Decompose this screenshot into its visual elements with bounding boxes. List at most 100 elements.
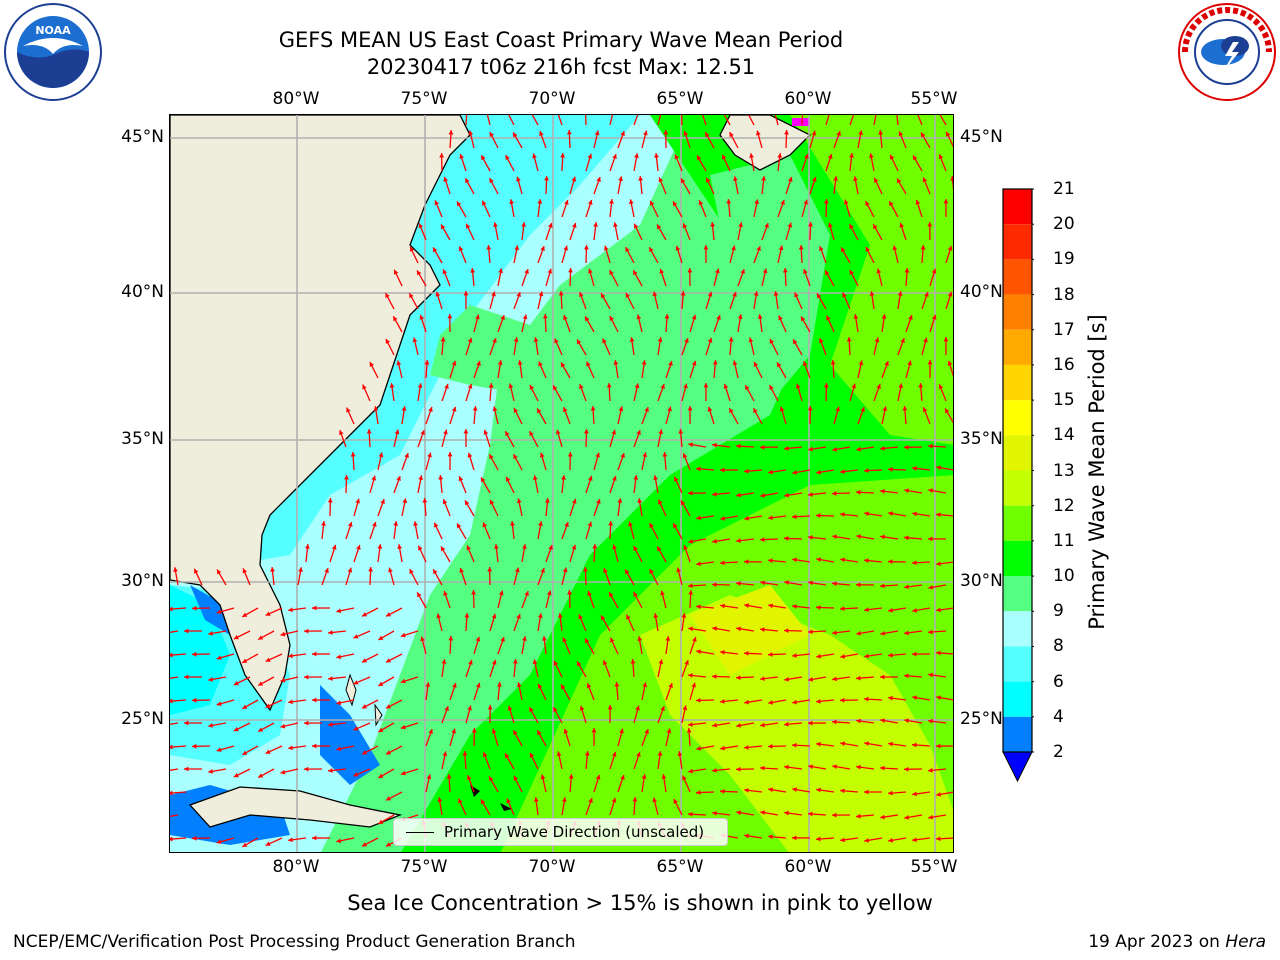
wave-arrow-head — [943, 199, 949, 204]
wave-arrow-head — [773, 291, 779, 296]
wave-arrow-head — [378, 635, 384, 640]
wave-arrow-head — [729, 408, 734, 414]
wave-arrow-head — [808, 811, 813, 817]
wave-arrow — [657, 115, 662, 126]
wave-arrow-head — [356, 544, 361, 550]
wave-arrow-head — [869, 291, 875, 296]
lon-tick-bottom-65w: 65°W — [656, 857, 704, 877]
wave-arrow-head — [864, 558, 869, 563]
wave-arrow-head — [476, 361, 481, 366]
lon-tick-top-75w: 75°W — [400, 89, 448, 109]
wave-arrow-head — [584, 429, 589, 434]
wave-arrow-head — [516, 498, 522, 504]
wave-arrow-head — [409, 246, 415, 252]
wave-arrow-head — [864, 837, 869, 843]
wave-arrow-head — [548, 545, 553, 550]
wave-arrow-head — [744, 603, 750, 609]
wave-arrow-head — [538, 361, 543, 367]
wave-arrow-head — [936, 743, 941, 749]
wave-arrow-head — [904, 630, 909, 636]
wave-arrow-head — [170, 606, 173, 612]
wave-arrow-head — [842, 292, 847, 298]
wave-arrow-head — [362, 658, 368, 663]
wave-arrow-head — [491, 728, 497, 734]
wave-arrow-head — [794, 292, 799, 298]
wave-arrow-head — [644, 729, 649, 735]
wave-arrow-head — [736, 538, 741, 543]
wave-arrow — [531, 115, 539, 126]
wave-arrow-head — [448, 130, 454, 135]
wave-arrow-head — [884, 361, 889, 367]
wave-arrow-head — [880, 534, 885, 540]
wave-arrow-head — [881, 314, 887, 319]
wave-arrow-head — [567, 452, 573, 457]
wave-arrow-head — [288, 745, 293, 751]
wave-arrow-head — [567, 590, 572, 595]
wave-arrow-head — [936, 836, 941, 842]
wave-arrow-head — [336, 746, 342, 752]
wave-arrow-head — [400, 678, 406, 684]
wave-arrow-head — [897, 291, 903, 296]
wave-arrow-head — [378, 773, 384, 778]
wave-arrow-head — [556, 751, 562, 757]
wave-arrow-head — [760, 492, 766, 498]
wave-arrow-head — [437, 797, 443, 802]
wave-arrow-head — [417, 592, 422, 598]
wave-arrow-head — [635, 705, 640, 711]
wave-arrow-head — [595, 452, 600, 458]
wave-arrow-head — [931, 314, 937, 320]
wave-arrow-head — [532, 153, 537, 159]
colorbar-tick-label: 8 — [1053, 636, 1064, 657]
wave-arrow-head — [778, 315, 783, 321]
wave-arrow-head — [736, 810, 741, 816]
wave-arrow-head — [947, 245, 953, 251]
wave-arrow-head — [816, 787, 821, 793]
wave-arrow-head — [904, 718, 909, 724]
colorbar-band — [1003, 189, 1032, 225]
colorbar-band — [1003, 716, 1032, 752]
wave-arrow — [774, 115, 779, 126]
wave-arrow-head — [208, 630, 214, 636]
wave-arrow-head — [808, 629, 813, 635]
wave-arrow-head — [824, 199, 829, 204]
wave-arrow-head — [630, 659, 636, 664]
wave-arrow-head — [373, 406, 379, 411]
wave-arrow-head — [840, 741, 845, 747]
wave-arrow-head — [427, 452, 432, 458]
wave-arrow-head — [900, 338, 905, 344]
wave-arrow — [633, 115, 639, 126]
wave-arrow-head — [425, 682, 431, 687]
wave-arrow-head — [560, 153, 566, 158]
wave-arrow-head — [524, 269, 529, 274]
wave-arrow-head — [481, 477, 486, 483]
wave-arrow-head — [494, 544, 499, 549]
wave-arrow-head — [715, 268, 720, 274]
wave-arrow-head — [424, 360, 430, 365]
wave-arrow — [873, 115, 877, 126]
wave-arrow-head — [625, 292, 631, 298]
wave-arrow-head — [393, 269, 399, 275]
wave-arrow-head — [952, 317, 953, 319]
wave-arrow-head — [184, 766, 189, 772]
wave-arrow-head — [620, 131, 625, 137]
wave-arrow-head — [819, 338, 824, 344]
wave-arrow-head — [572, 222, 577, 228]
wave-arrow-head — [947, 291, 953, 297]
wave-arrow-head — [756, 130, 761, 136]
wave-arrow-head — [409, 293, 414, 299]
wave-arrow-head — [898, 131, 904, 137]
wave-arrow-head — [913, 155, 918, 161]
wave-arrow-head — [396, 360, 402, 366]
wave-arrow-head — [784, 445, 789, 451]
wave-arrow-head — [688, 490, 693, 496]
wave-arrow-head — [446, 774, 452, 779]
wave-arrow-head — [652, 797, 658, 803]
wave-arrow-head — [632, 797, 638, 802]
wave-arrow-head — [649, 200, 655, 206]
colorbar-band — [1003, 540, 1032, 577]
map-legend: Primary Wave Direction (unscaled) — [393, 818, 728, 846]
wave-arrow-head — [653, 475, 658, 481]
wave-arrow-head — [170, 744, 173, 750]
wave-arrow-head — [483, 429, 489, 435]
wave-arrow-head — [682, 453, 688, 459]
